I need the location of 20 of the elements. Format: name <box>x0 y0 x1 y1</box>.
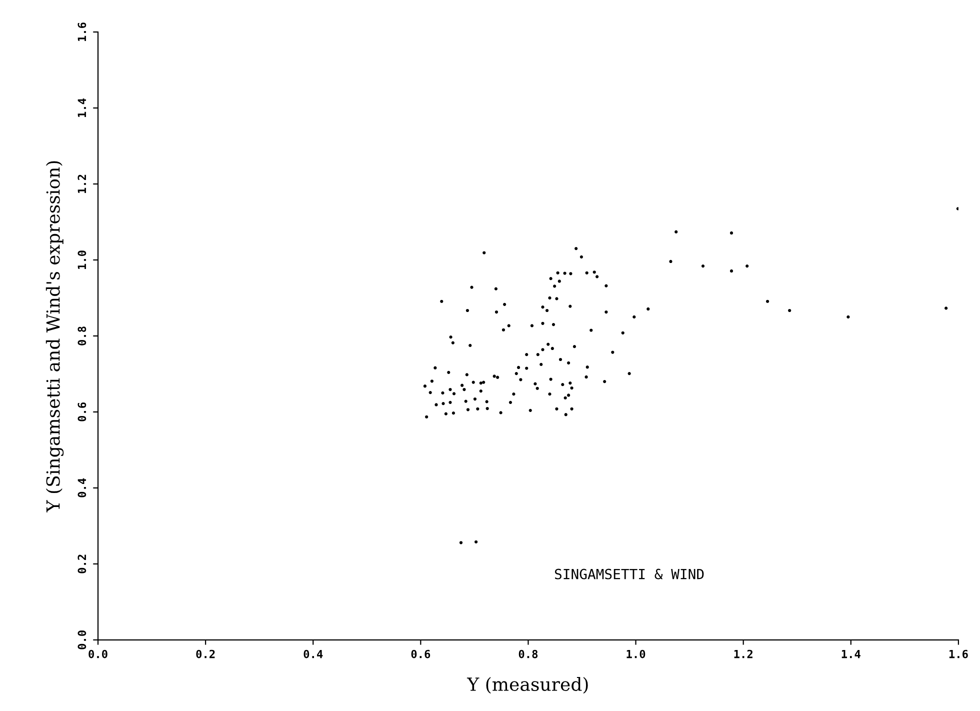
y-tick-label: 0.4 <box>78 478 86 498</box>
y-tick-label: 0.8 <box>78 326 86 346</box>
y-tick-label: 1.2 <box>78 174 86 193</box>
x-tick-label: 0.2 <box>196 650 215 658</box>
y-tick-label: 1.4 <box>78 98 86 117</box>
x-tick-label: 0.4 <box>304 650 323 658</box>
annotation: SINGAMSETTI & WIND <box>554 568 704 580</box>
x-tick-label: 1.6 <box>949 650 968 658</box>
y-tick-label: 0.2 <box>78 554 86 574</box>
x-tick-label: 1.4 <box>842 650 860 658</box>
y-tick-label: 1.6 <box>78 22 86 42</box>
x-tick-label: 0.0 <box>88 650 108 658</box>
x-tick-label: 1.0 <box>626 650 646 658</box>
x-tick-label: 0.8 <box>518 650 538 658</box>
y-tick-label: 1.0 <box>78 250 86 269</box>
x-tick-label: 0.6 <box>411 650 430 658</box>
x-axis-title: Y (measured) <box>466 677 588 694</box>
y-axis-title: Y (Singamsetti and Wind's expression) <box>46 161 64 512</box>
x-tick-label: 1.2 <box>734 650 752 658</box>
y-tick-label: 0.6 <box>78 402 86 422</box>
